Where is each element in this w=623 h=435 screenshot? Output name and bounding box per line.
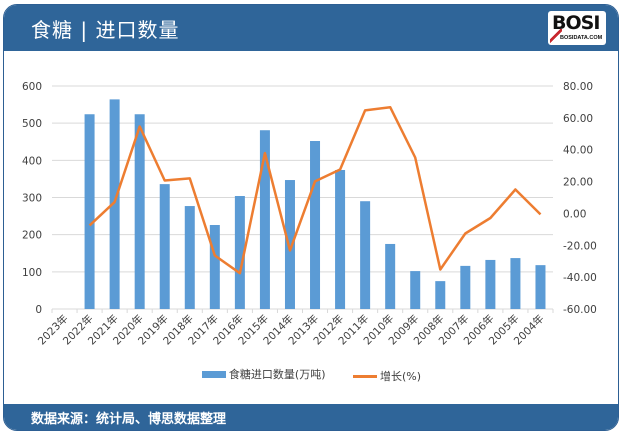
legend-line-label: 增长(%) — [380, 370, 422, 383]
bar — [385, 243, 396, 309]
bar-swatch-icon — [201, 370, 226, 378]
bar — [184, 206, 195, 309]
data-source: 数据来源：统计局、博思数据整理 — [31, 412, 227, 427]
right-axis-tick: 80.00 — [563, 81, 593, 93]
right-axis-tick: -20.00 — [563, 240, 597, 252]
bar — [460, 265, 471, 309]
left-axis-tick: 400 — [22, 155, 42, 167]
growth-line — [88, 105, 542, 275]
bar — [159, 184, 170, 309]
logo-slash-icon — [550, 29, 562, 43]
bar — [335, 169, 346, 309]
bar — [310, 141, 321, 309]
chart-card: 食糖 | 进口数量 BOSI BOSIDATA.COM 数据来源：统计局、博思数… — [3, 4, 619, 431]
legend-item-bar: 食糖进口数量(万吨) — [201, 366, 326, 382]
footer-bar: 数据来源：统计局、博思数据整理 — [4, 404, 618, 430]
bar — [360, 201, 371, 309]
bar — [485, 259, 496, 309]
header-bar: 食糖 | 进口数量 BOSI BOSIDATA.COM — [4, 5, 618, 51]
left-axis-tick: 200 — [22, 230, 42, 242]
left-axis-tick: 600 — [22, 81, 42, 93]
bar — [109, 99, 120, 309]
bar — [234, 196, 245, 309]
right-axis-tick: 40.00 — [563, 145, 593, 157]
right-axis-tick: 60.00 — [563, 113, 593, 125]
line-swatch-icon — [353, 374, 378, 378]
bar — [84, 114, 95, 309]
left-axis-tick: 300 — [22, 193, 42, 205]
legend-item-line: 增长(%) — [353, 368, 421, 384]
left-axis-tick: 500 — [22, 118, 42, 130]
left-axis-tick: 0 — [35, 304, 42, 316]
legend-bar-label: 食糖进口数量(万吨) — [228, 368, 326, 381]
bar — [435, 281, 446, 309]
bar — [259, 130, 270, 309]
bar — [134, 114, 145, 309]
bar — [535, 265, 546, 309]
right-axis-tick: 20.00 — [563, 177, 593, 189]
right-axis-tick: 0.00 — [563, 208, 586, 220]
bosi-logo: BOSI BOSIDATA.COM — [548, 11, 606, 45]
right-axis-tick: -40.00 — [563, 272, 597, 284]
page-title: 食糖 | 进口数量 — [31, 18, 180, 42]
logo-subtext: BOSIDATA.COM — [560, 35, 603, 41]
bar — [284, 180, 295, 309]
left-axis-tick: 100 — [22, 267, 42, 279]
logo-wordmark: BOSI — [552, 12, 600, 34]
right-axis-tick: -60.00 — [563, 304, 597, 316]
bar — [209, 225, 220, 309]
legend: 食糖进口数量(万吨) 增长(%) — [0, 366, 623, 384]
bar — [510, 258, 521, 309]
bar — [410, 271, 421, 309]
